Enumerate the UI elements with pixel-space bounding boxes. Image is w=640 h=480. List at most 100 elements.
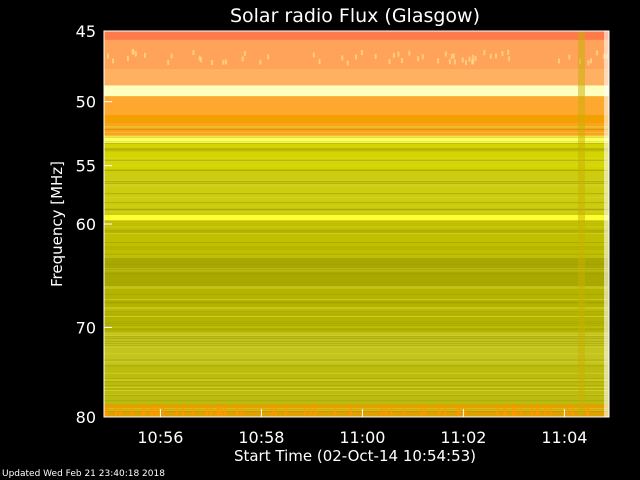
texture-streak <box>224 406 227 417</box>
texture-dot <box>107 53 110 59</box>
texture-line <box>104 353 609 355</box>
texture-dot <box>450 53 453 59</box>
texture-streak <box>162 406 165 417</box>
texture-line <box>104 263 609 265</box>
texture-line <box>104 165 609 167</box>
texture-dot <box>501 51 504 57</box>
edge-stripe <box>604 31 609 417</box>
texture-line <box>104 161 609 163</box>
texture-dot <box>126 56 129 62</box>
band-1 <box>104 39 609 69</box>
texture-line <box>104 343 609 345</box>
texture-line <box>104 333 609 335</box>
texture-line <box>104 390 609 392</box>
texture-dot <box>397 51 400 57</box>
texture-streak <box>537 406 540 417</box>
texture-line <box>104 159 609 161</box>
texture-dot <box>474 55 477 61</box>
texture-line <box>104 346 609 348</box>
texture-line <box>104 169 609 171</box>
texture-line <box>104 386 609 388</box>
texture-line <box>104 315 609 317</box>
texture-dot <box>354 54 357 60</box>
texture-line <box>104 388 609 390</box>
texture-streak <box>458 406 461 417</box>
texture-line <box>104 365 609 367</box>
texture-line <box>104 316 609 318</box>
texture-line <box>104 163 609 165</box>
texture-line <box>104 407 609 409</box>
texture-streak <box>384 406 387 417</box>
updated-timestamp: Updated Wed Feb 21 23:40:18 2018 <box>2 469 165 479</box>
texture-line <box>104 268 609 270</box>
texture-streak <box>530 406 533 417</box>
texture-streak <box>175 406 178 417</box>
texture-dot <box>392 52 395 58</box>
texture-dot <box>464 60 467 66</box>
band-4 <box>104 96 609 115</box>
time-gap-stripe <box>578 31 585 417</box>
texture-streak <box>210 406 213 417</box>
texture-streak <box>143 406 146 417</box>
texture-dot <box>508 56 511 62</box>
texture-dot <box>198 55 201 61</box>
texture-line <box>104 409 609 411</box>
texture-line <box>104 140 609 142</box>
texture-dot <box>241 56 244 62</box>
texture-streak <box>463 406 466 417</box>
band-14 <box>104 332 609 365</box>
x-tick-label: 11:02 <box>440 428 486 447</box>
texture-line <box>104 306 609 308</box>
texture-dot <box>453 59 456 65</box>
texture-line <box>104 321 609 323</box>
texture-streak <box>587 406 590 417</box>
texture-streak <box>544 406 547 417</box>
texture-line <box>104 126 609 128</box>
texture-dot <box>408 50 411 56</box>
texture-dot <box>444 51 447 57</box>
texture-dot <box>374 53 377 59</box>
x-axis: 10:56 10:58 11:00 11:02 11:04 <box>137 409 587 447</box>
texture-dot <box>112 58 115 64</box>
texture-dot <box>267 54 270 60</box>
texture-line <box>104 202 609 204</box>
texture-streak <box>154 406 157 417</box>
band-10 <box>104 214 609 221</box>
texture-streak <box>535 406 538 417</box>
texture-dot <box>360 50 363 56</box>
texture-dot <box>587 60 590 66</box>
texture-dot <box>144 52 147 58</box>
texture-dot <box>421 54 424 60</box>
texture-line <box>104 299 609 301</box>
texture-dot <box>312 52 315 58</box>
x-tick-label: 10:58 <box>238 428 284 447</box>
texture-line <box>104 246 609 248</box>
texture-streak <box>182 406 185 417</box>
texture-line <box>104 394 609 396</box>
texture-line <box>104 310 609 312</box>
texture-dot <box>437 58 440 64</box>
texture-line <box>104 344 609 346</box>
texture-line <box>104 147 609 149</box>
texture-dot <box>243 51 246 57</box>
texture-dot <box>568 54 571 60</box>
texture-dot <box>401 57 404 63</box>
texture-dot <box>224 59 227 65</box>
texture-streak <box>271 406 274 417</box>
texture-streak <box>206 406 209 417</box>
texture-line <box>104 221 609 223</box>
texture-line <box>104 287 609 289</box>
texture-line <box>104 150 609 152</box>
band-5 <box>104 114 609 123</box>
texture-streak <box>549 406 552 417</box>
texture-line <box>104 273 609 275</box>
texture-dot <box>341 55 344 61</box>
texture-dot <box>452 53 455 59</box>
band-3 <box>104 85 609 97</box>
texture-line <box>104 193 609 195</box>
band-7 <box>104 135 609 144</box>
texture-line <box>104 336 609 338</box>
texture-line <box>104 286 609 288</box>
texture-streak <box>156 406 159 417</box>
texture-streak <box>571 406 574 417</box>
